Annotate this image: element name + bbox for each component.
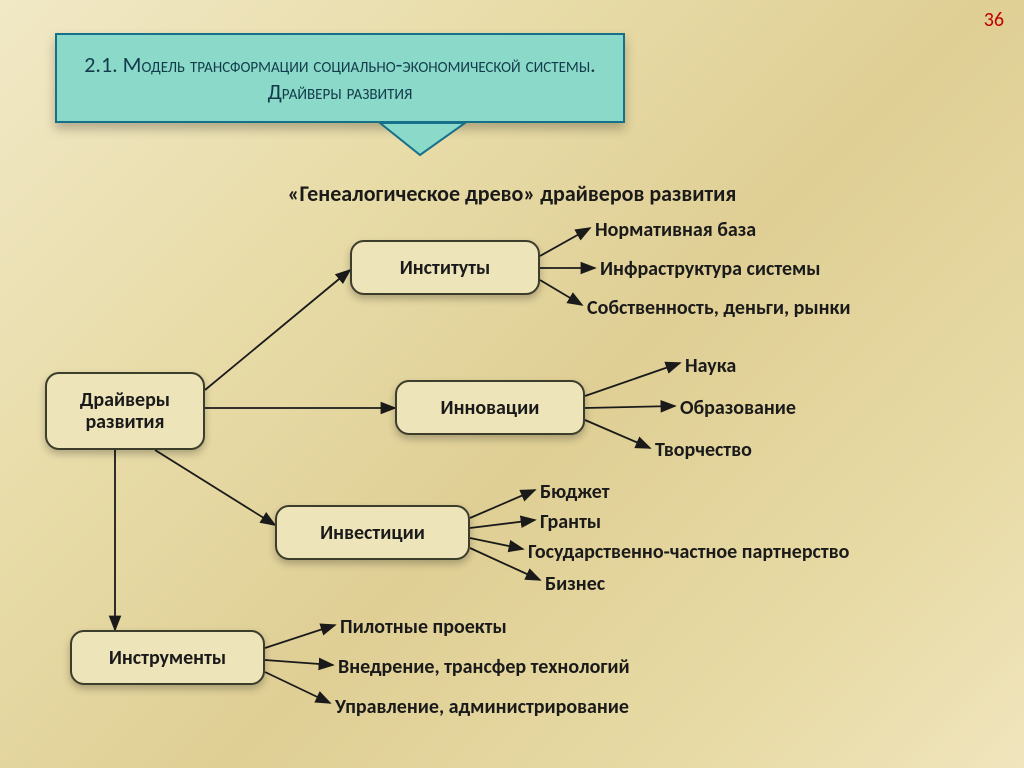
subtitle: «Генеалогическое древо» драйверов развит… [0,180,1024,207]
branch-node-0: Институты [350,240,540,295]
leaf-1-1: Образование [680,396,796,420]
leaf-1-2: Творчество [655,438,752,462]
page-number: 36 [984,8,1004,32]
leaf-0-1: Инфраструктура системы [600,257,820,281]
root-node: Драйверыразвития [45,372,205,450]
slide: 36 2.1. Модель трансформации социально-э… [0,0,1024,768]
leaf-3-1: Внедрение, трансфер технологий [338,655,630,679]
callout-tail-icon [55,121,625,181]
branch-node-1: Инновации [395,380,585,435]
leaf-0-0: Нормативная база [595,218,756,242]
title-box: 2.1. Модель трансформации социально-экон… [55,33,625,123]
branch-node-3: Инструменты [70,630,265,685]
leaf-0-2: Собственность, деньги, рынки [587,296,851,320]
leaf-2-3: Бизнес [545,572,605,596]
branch-node-2: Инвестиции [275,505,470,560]
title-callout: 2.1. Модель трансформации социально-экон… [55,33,625,123]
leaf-2-1: Гранты [540,510,601,534]
leaf-1-0: Наука [685,354,736,378]
leaf-2-0: Бюджет [540,480,610,504]
leaf-3-0: Пилотные проекты [340,615,507,639]
title-text: 2.1. Модель трансформации социально-экон… [71,51,609,106]
leaf-3-2: Управление, администрирование [335,695,629,719]
leaf-2-2: Государственно-частное партнерство [528,540,849,564]
